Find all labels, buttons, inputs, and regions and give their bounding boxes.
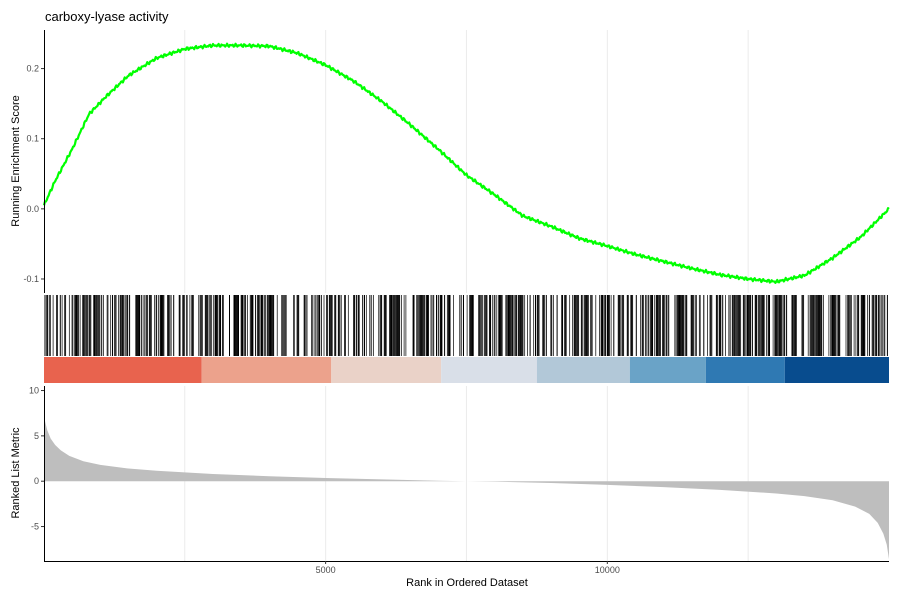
running-score-y-label: Running Enrichment Score xyxy=(10,95,22,226)
ranked-metric-area xyxy=(44,410,889,560)
gradient-segment xyxy=(629,357,706,383)
ranked-metric-y-tick-label: 5 xyxy=(34,431,39,441)
running-score-grid xyxy=(184,30,749,293)
gradient-segment xyxy=(201,357,332,383)
gradient-segment xyxy=(441,357,537,383)
chart-title: carboxy-lyase activity xyxy=(45,9,169,24)
gradient-segment xyxy=(331,357,442,383)
ranked-metric-panel: -5 0 5 10 5000 10000 Ranked List Metric Rank… xyxy=(10,386,889,589)
hit-bar-panel xyxy=(44,295,889,383)
gene-hit-marks xyxy=(44,295,888,356)
running-score-line xyxy=(42,42,890,284)
running-score-y-tick-label: 0.1 xyxy=(26,134,39,144)
ranked-metric-y-label: Ranked List Metric xyxy=(10,427,22,519)
gradient-segment xyxy=(784,357,889,383)
gradient-segment xyxy=(44,357,202,383)
x-ticks: 5000 10000 xyxy=(316,561,620,575)
gradient-segment xyxy=(536,357,630,383)
running-score-y-tick-label: 0.0 xyxy=(26,204,39,214)
running-score-y-tick-label: 0.2 xyxy=(26,64,39,74)
running-score-y-tick-label: -0.1 xyxy=(23,274,39,284)
ranked-metric-y-tick-label: 0 xyxy=(34,476,39,486)
x-axis-label: Rank in Ordered Dataset xyxy=(406,577,528,589)
running-score-y-ticks: -0.1 0.0 0.1 0.2 xyxy=(23,64,44,284)
ranked-metric-y-tick-label: 10 xyxy=(29,386,39,396)
ranked-metric-y-tick-label: -5 xyxy=(31,522,39,532)
x-tick-label: 10000 xyxy=(595,565,620,575)
ranked-metric-grid xyxy=(184,386,749,561)
running-score-panel: -0.1 0.0 0.1 0.2 Running Enrichment Score xyxy=(10,30,890,293)
x-tick-label: 5000 xyxy=(316,565,336,575)
ranked-metric-y-ticks: -5 0 5 10 xyxy=(29,386,44,532)
rank-gradient-strip xyxy=(44,357,889,383)
gradient-segment xyxy=(705,357,785,383)
